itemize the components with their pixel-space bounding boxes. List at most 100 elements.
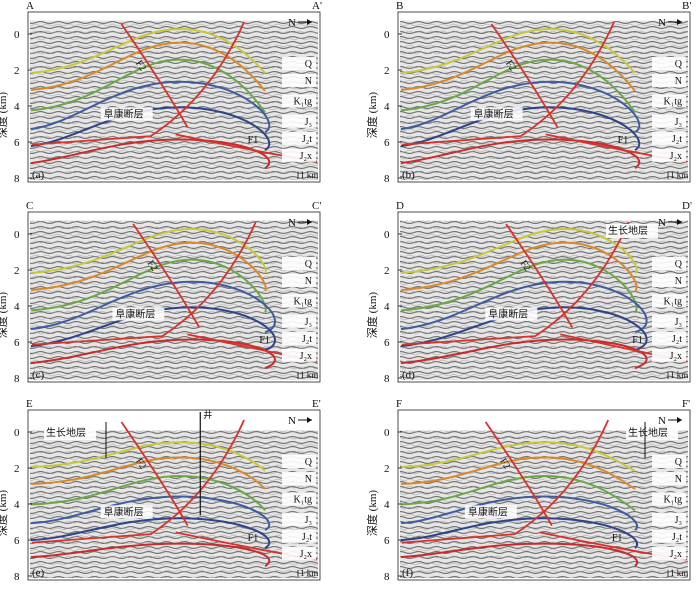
fault-f1-label: F1 bbox=[248, 533, 259, 544]
fault-main-line bbox=[401, 419, 610, 544]
y-tick-label: 8 bbox=[14, 571, 20, 583]
north-arrow-icon: N bbox=[288, 217, 312, 229]
fault-main-label: 阜康断层 bbox=[104, 107, 144, 120]
y-tick-label: 6 bbox=[384, 337, 390, 349]
y-axis-label: 深度 (km) bbox=[0, 92, 9, 138]
horizon-J3 bbox=[400, 280, 648, 334]
section-start-label: C bbox=[26, 200, 33, 212]
north-arrow-icon: N bbox=[288, 415, 312, 427]
horizon-J3 bbox=[30, 495, 271, 531]
growth-strata-label: 生长地层 bbox=[628, 426, 668, 439]
north-arrow-icon: N bbox=[658, 17, 682, 29]
horizon-J2x bbox=[400, 138, 641, 169]
fault-f2-line bbox=[490, 23, 559, 129]
horizon-Q bbox=[400, 227, 638, 274]
formation-label-J2t: J₂t bbox=[672, 334, 682, 345]
formation-label-J2x: J₂x bbox=[670, 351, 682, 362]
horizon-K1tg bbox=[30, 58, 266, 113]
horizon-J2t bbox=[400, 106, 641, 151]
y-tick-label: 6 bbox=[14, 535, 20, 547]
seismic-texture-overlay bbox=[400, 430, 688, 578]
horizon-J2t bbox=[30, 306, 276, 352]
panel-tag: (c) bbox=[32, 369, 45, 381]
horizon-J3 bbox=[30, 80, 271, 133]
fault-f2-label: F2 bbox=[133, 58, 148, 73]
horizon-K1tg bbox=[30, 474, 266, 512]
north-label: N bbox=[288, 17, 296, 29]
y-tick-label: 2 bbox=[14, 265, 20, 277]
formation-label-Q: Q bbox=[305, 59, 313, 70]
formation-label-bg bbox=[282, 114, 316, 128]
y-tick-label: 0 bbox=[384, 29, 390, 41]
horizon-J2t bbox=[30, 106, 271, 151]
formation-label-bg bbox=[652, 348, 686, 362]
fault-f2-label: F2 bbox=[518, 258, 533, 273]
growth-label-bg bbox=[606, 224, 658, 238]
section-end-label: E' bbox=[312, 398, 321, 410]
north-arrow-icon: N bbox=[658, 217, 682, 229]
panel-tag: (f) bbox=[402, 567, 413, 579]
horizon-J3 bbox=[400, 80, 641, 133]
horizon-N bbox=[400, 41, 636, 92]
horizon-Q bbox=[400, 27, 636, 74]
formation-label-bg bbox=[282, 348, 316, 362]
horizon-N bbox=[30, 456, 266, 490]
formation-label-bg bbox=[282, 57, 316, 70]
fault-main-label: 阜康断层 bbox=[115, 307, 155, 320]
formation-label-J2t: J₂t bbox=[302, 134, 312, 145]
horizon-J2x bbox=[30, 542, 271, 567]
horizon-Q bbox=[400, 441, 636, 472]
y-tick-label: 0 bbox=[14, 229, 20, 241]
y-tick-label: 6 bbox=[384, 137, 390, 149]
fault-main-label: 阜康断层 bbox=[488, 307, 528, 320]
north-arrow-icon: N bbox=[658, 415, 682, 427]
y-tick-label: 4 bbox=[14, 301, 20, 313]
formation-label-N: N bbox=[305, 276, 312, 287]
y-tick-label: 8 bbox=[14, 173, 20, 185]
formation-label-J2x: J₂x bbox=[670, 549, 682, 560]
formation-label-bg bbox=[282, 472, 316, 485]
formation-label-bg bbox=[282, 294, 316, 308]
formation-label-bg bbox=[652, 492, 686, 506]
north-label: N bbox=[658, 415, 666, 427]
horizon-K1tg bbox=[400, 58, 636, 113]
y-tick-label: 6 bbox=[14, 137, 20, 149]
horizon-N bbox=[400, 241, 638, 292]
formation-label-N: N bbox=[305, 76, 312, 87]
fault-label-bg bbox=[100, 107, 153, 121]
horizon-K1tg bbox=[400, 474, 636, 512]
formation-label-J3: J₃ bbox=[305, 317, 312, 328]
horizon-N bbox=[30, 41, 266, 92]
scale-label: 1 km bbox=[300, 370, 318, 380]
formation-label-K1tg: K₁tg bbox=[664, 96, 683, 107]
formation-label-bg bbox=[282, 529, 316, 543]
panel-tag: (d) bbox=[402, 369, 415, 381]
y-axis-label: 深度 (km) bbox=[0, 490, 9, 536]
formation-label-bg bbox=[652, 114, 686, 128]
formation-label-N: N bbox=[675, 474, 682, 485]
formation-label-Q: Q bbox=[675, 259, 683, 270]
y-tick-label: 2 bbox=[384, 65, 390, 77]
section-start-label: D bbox=[396, 200, 404, 212]
north-label: N bbox=[288, 415, 296, 427]
y-tick-label: 0 bbox=[384, 427, 390, 439]
formation-label-bg bbox=[282, 74, 316, 87]
formation-label-bg bbox=[652, 94, 686, 108]
fault-f1-label: F1 bbox=[632, 335, 643, 346]
fault-f1-label: F1 bbox=[618, 135, 629, 146]
fault-f1-label: F1 bbox=[248, 135, 259, 146]
formation-label-bg bbox=[282, 131, 316, 145]
formation-label-K1tg: K₁tg bbox=[664, 296, 683, 307]
formation-label-bg bbox=[652, 257, 686, 270]
formation-label-K1tg: K₁tg bbox=[294, 296, 313, 307]
fault-main-label: 阜康断层 bbox=[474, 107, 514, 120]
formation-label-bg bbox=[652, 472, 686, 485]
horizon-Q bbox=[30, 441, 266, 472]
fault-label-bg bbox=[485, 307, 538, 321]
fault-f2-line bbox=[120, 421, 189, 527]
formation-label-bg bbox=[652, 512, 686, 526]
fault-f2-label: F2 bbox=[133, 456, 148, 471]
